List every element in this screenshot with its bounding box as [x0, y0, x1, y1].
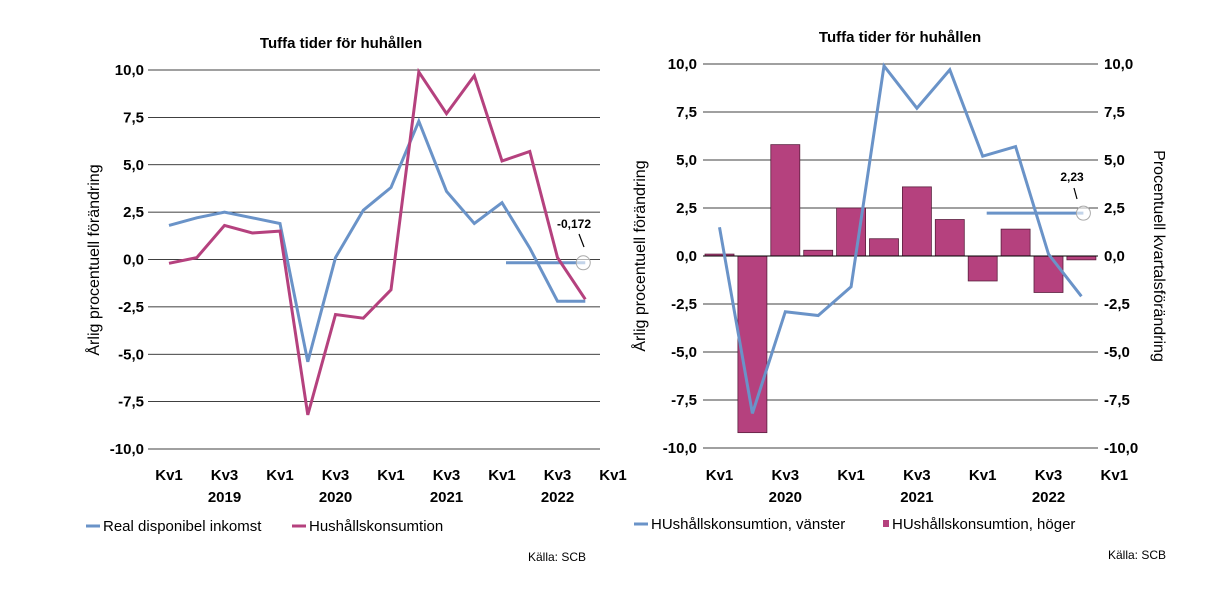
right-chart-right-y-tick-labels: 10,0 7,5 5,0 2,5 0,0 -2,5 -5,0 -7,5 -10,0: [1104, 56, 1138, 457]
left-x-tick-label: Kv1: [155, 467, 183, 484]
right-chart-right-y-axis-label: Procentuell kvartalsförändring: [1150, 150, 1167, 362]
bar-hushallskonsumtion-hoger: [1033, 255, 1064, 293]
bar-hushallskonsumtion-hoger: [737, 255, 768, 434]
right-annotation: 2,23: [1060, 170, 1091, 221]
left-source: Källa: SCB: [528, 550, 586, 564]
left-y-tick-label: 0,0: [123, 252, 144, 269]
left-y-tick-label: -10,0: [110, 441, 144, 458]
left-x-tick-label: Kv1: [266, 467, 294, 484]
right-chart-left-y-tick-label: -5,0: [671, 344, 697, 361]
right-chart-left-y-tick-label: -7,5: [671, 392, 697, 409]
right-x-year-label: 2022: [1032, 489, 1065, 506]
left-y-tick-label: 2,5: [123, 204, 144, 221]
left-annotation-leader: [578, 233, 585, 248]
right-x-tick-label: Kv1: [837, 467, 865, 484]
right-legend: HUshållskonsumtion, vänster HUshållskons…: [634, 516, 1075, 533]
right-chart-right-y-tick-label: -7,5: [1104, 392, 1130, 409]
left-annotation-marker: [575, 255, 591, 271]
bar-hushallskonsumtion-hoger: [770, 144, 801, 257]
left-y-tick-label: -2,5: [118, 299, 144, 316]
legend-label-hushallskonsumtion: Hushållskonsumtion: [309, 518, 443, 535]
left-y-tick-label: 7,5: [123, 109, 144, 126]
left-series: [168, 67, 587, 416]
right-x-year-label: 2020: [769, 489, 802, 506]
right-chart-right-y-tick-label: 10,0: [1104, 56, 1133, 73]
left-y-tick-label: -7,5: [118, 394, 144, 411]
left-x-tick-label: Kv3: [433, 467, 461, 484]
right-x-year-label: 2021: [900, 489, 933, 506]
right-chart-title: Tuffa tider för huhållen: [819, 29, 981, 46]
right-chart-right-y-tick-label: 0,0: [1104, 248, 1125, 265]
right-chart-right-y-tick-label: 7,5: [1104, 104, 1125, 121]
line-hushallskonsumtion-vanster: [718, 62, 1083, 414]
right-annotation-label: 2,23: [1060, 170, 1084, 184]
right-chart-left-y-tick-label: 2,5: [676, 200, 697, 217]
left-y-tick-label: 10,0: [115, 62, 144, 79]
right-x-tick-label: Kv1: [1101, 467, 1129, 484]
right-x-tick-label: Kv3: [903, 467, 931, 484]
left-x-tick-labels: Kv1 Kv3 Kv1 Kv3 Kv1 Kv3 Kv1 Kv3 Kv1 2019 2020 2021 2…: [155, 467, 627, 506]
line-real-disponibel-inkomst: [168, 117, 586, 363]
right-chart-left-y-tick-label: -2,5: [671, 296, 697, 313]
right-annotation-leader: [1073, 187, 1078, 200]
left-x-year-label: 2019: [208, 489, 241, 506]
line-hushallskonsumtion: [168, 67, 587, 416]
bar-hushallskonsumtion-hoger: [869, 238, 899, 257]
right-chart-left-y-tick-label: 0,0: [676, 248, 697, 265]
bar-hushallskonsumtion-hoger: [934, 219, 965, 257]
right-chart: Tuffa tider för huhållen 10,0 7,5 5,0 2,5 0,…: [630, 29, 1167, 562]
left-gridlines: [148, 69, 600, 450]
right-x-tick-label: Kv3: [1035, 467, 1063, 484]
right-chart-left-y-tick-labels: 10,0 7,5 5,0 2,5 0,0 -2,5 -5,0 -7,5 -10,0: [663, 56, 697, 457]
right-chart-right-y-tick-label: -10,0: [1104, 440, 1138, 457]
left-x-year-label: 2022: [541, 489, 574, 506]
bar-hushallskonsumtion-hoger: [902, 186, 932, 257]
right-chart-left-y-tick-label: 10,0: [668, 56, 697, 73]
left-x-tick-label: Kv1: [488, 467, 516, 484]
right-x-tick-label: Kv1: [706, 467, 734, 484]
left-legend: Real disponibel inkomst Hushållskonsumti…: [86, 518, 443, 535]
bar-hushallskonsumtion-hoger: [1066, 255, 1097, 261]
right-chart-left-y-tick-label: -10,0: [663, 440, 697, 457]
right-x-tick-label: Kv1: [969, 467, 997, 484]
left-chart: Tuffa tider för huhållen 10,0 7,5 5,0 2,5 0,…: [84, 35, 627, 564]
right-x-tick-labels: Kv1 Kv3 Kv1 Kv3 Kv1 Kv3 Kv1 2020 2021 2022: [706, 467, 1128, 506]
left-x-tick-label: Kv3: [322, 467, 350, 484]
right-chart-right-y-tick-label: -5,0: [1104, 344, 1130, 361]
right-bars: [704, 144, 1097, 434]
left-annotation: -0,172: [557, 217, 591, 271]
right-source: Källa: SCB: [1108, 548, 1166, 562]
legend-label-hushallskonsumtion-hoger: HUshållskonsumtion, höger: [892, 516, 1075, 533]
left-y-tick-labels: 10,0 7,5 5,0 2,5 0,0 -2,5 -5,0 -7,5 -10,0: [110, 62, 144, 458]
right-chart-left-y-tick-label: 5,0: [676, 152, 697, 169]
right-chart-right-y-tick-label: 2,5: [1104, 200, 1125, 217]
right-chart-left-y-axis-label: Årlig procentuell förändring: [630, 160, 649, 351]
right-x-tick-label: Kv3: [772, 467, 800, 484]
left-x-year-label: 2021: [430, 489, 463, 506]
left-x-tick-label: Kv3: [211, 467, 239, 484]
right-series: [718, 62, 1084, 414]
left-y-tick-label: 5,0: [123, 157, 144, 174]
right-chart-right-y-tick-label: -2,5: [1104, 296, 1130, 313]
bar-hushallskonsumtion-hoger: [803, 249, 834, 257]
left-y-tick-label: -5,0: [118, 346, 144, 363]
left-x-year-label: 2020: [319, 489, 352, 506]
left-x-tick-label: Kv3: [544, 467, 572, 484]
left-x-tick-label: Kv1: [377, 467, 405, 484]
legend-swatch-hushallskonsumtion-hoger: [883, 520, 889, 527]
right-chart-right-y-tick-label: 5,0: [1104, 152, 1125, 169]
legend-label-real-disponibel-inkomst: Real disponibel inkomst: [103, 518, 262, 535]
left-x-tick-label: Kv1: [599, 467, 627, 484]
left-y-axis-label: Årlig procentuell förändring: [84, 164, 103, 355]
bar-hushallskonsumtion-hoger: [967, 255, 998, 282]
legend-label-hushallskonsumtion-vanster: HUshållskonsumtion, vänster: [651, 516, 845, 533]
bar-hushallskonsumtion-hoger: [1000, 228, 1031, 257]
right-annotation-marker: [1075, 205, 1091, 221]
left-annotation-label: -0,172: [557, 217, 591, 231]
left-chart-title: Tuffa tider för huhållen: [260, 35, 422, 52]
right-chart-left-y-tick-label: 7,5: [676, 104, 697, 121]
